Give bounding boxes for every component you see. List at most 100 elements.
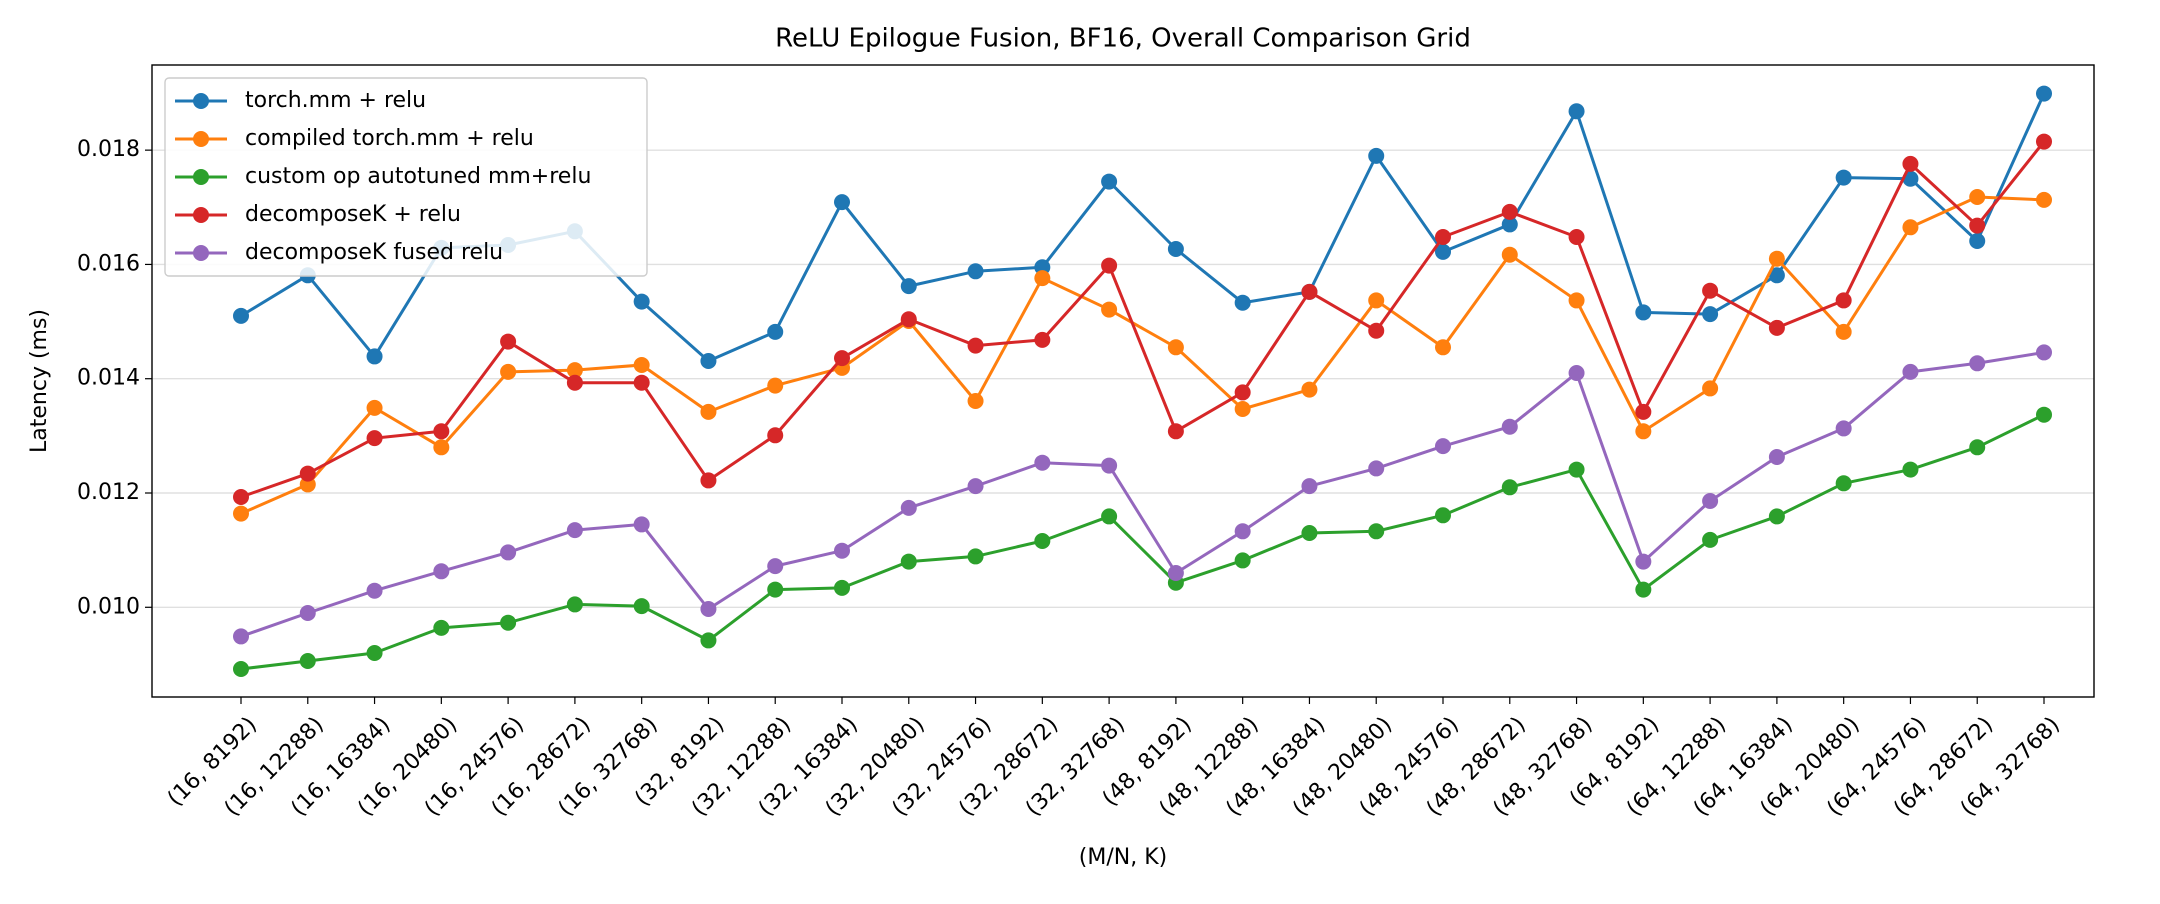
marker	[1435, 339, 1451, 356]
marker	[1702, 493, 1719, 509]
marker	[1368, 292, 1385, 309]
marker	[900, 553, 917, 570]
legend-swatch-marker	[193, 93, 209, 109]
marker	[1234, 401, 1251, 417]
marker	[2036, 133, 2052, 150]
marker	[1902, 461, 1919, 478]
series-line	[240, 350, 2045, 638]
marker	[1101, 257, 1118, 274]
marker	[566, 362, 583, 379]
marker	[233, 307, 249, 324]
marker	[1568, 229, 1585, 245]
marker	[1234, 294, 1251, 311]
y-axis-label: Latency (ms)	[27, 309, 52, 453]
marker	[1768, 449, 1785, 465]
marker	[1635, 403, 1652, 420]
marker	[767, 427, 784, 444]
marker	[2036, 344, 2052, 361]
marker	[767, 581, 784, 598]
marker	[1301, 381, 1318, 398]
marker	[500, 614, 517, 631]
y-tick-label: 0.018	[77, 137, 140, 162]
marker	[1435, 438, 1451, 455]
marker	[1969, 189, 1986, 205]
marker	[1167, 241, 1184, 257]
marker	[1969, 233, 1986, 249]
marker	[1568, 103, 1585, 120]
legend-swatch-marker	[193, 131, 209, 147]
marker	[299, 605, 316, 621]
marker	[900, 311, 917, 328]
marker	[1101, 301, 1118, 318]
series-line	[240, 413, 2045, 671]
marker	[1034, 533, 1051, 549]
marker	[1034, 454, 1051, 471]
marker	[1435, 507, 1451, 524]
marker	[1167, 565, 1184, 581]
marker	[767, 323, 784, 340]
marker	[366, 399, 383, 416]
marker	[1835, 292, 1852, 309]
chart-title: ReLU Epilogue Fusion, BF16, Overall Comp…	[775, 24, 1471, 54]
marker	[834, 542, 850, 559]
marker	[700, 472, 717, 489]
marker	[1501, 216, 1518, 233]
marker	[1301, 283, 1318, 300]
marker	[2036, 85, 2052, 102]
marker	[233, 628, 249, 645]
legend-swatch-marker	[193, 169, 209, 185]
marker	[433, 563, 450, 580]
marker	[1969, 439, 1986, 456]
series-line	[240, 195, 2045, 515]
marker	[1368, 460, 1385, 477]
marker	[1768, 319, 1785, 336]
marker	[1101, 508, 1118, 525]
marker	[633, 516, 650, 533]
marker	[366, 430, 383, 447]
marker	[233, 489, 249, 505]
legend: torch.mm + relu compiled torch.mm + relu c…	[164, 77, 648, 277]
marker	[433, 439, 450, 456]
marker	[366, 645, 383, 661]
marker	[900, 278, 917, 295]
marker	[633, 293, 650, 310]
marker	[1101, 173, 1118, 190]
marker	[1902, 155, 1919, 172]
x-axis-label: (M/N, K)	[1079, 845, 1167, 870]
legend-label: custom op autotuned mm+relu	[245, 164, 591, 189]
marker	[767, 558, 784, 575]
marker	[900, 499, 917, 516]
marker	[1234, 384, 1251, 401]
marker	[1435, 229, 1451, 245]
marker	[1969, 217, 1986, 234]
legend-label: decomposeK + relu	[245, 202, 461, 227]
marker	[366, 348, 383, 365]
marker	[500, 363, 517, 380]
marker	[1368, 147, 1385, 164]
series-line	[240, 140, 2046, 499]
marker	[1167, 339, 1184, 356]
y-tick-label: 0.012	[77, 480, 140, 505]
marker	[1635, 581, 1652, 598]
marker	[566, 596, 583, 613]
marker	[1568, 292, 1585, 309]
marker	[1835, 323, 1852, 340]
marker	[1368, 523, 1385, 540]
marker	[1835, 420, 1852, 437]
marker	[1635, 304, 1652, 321]
marker	[633, 598, 650, 615]
marker	[299, 465, 316, 482]
marker	[1101, 457, 1118, 474]
marker	[967, 548, 984, 565]
marker	[967, 478, 984, 495]
legend-swatch-marker	[193, 245, 209, 261]
y-tick-label: 0.014	[77, 366, 140, 391]
marker	[967, 337, 984, 354]
marker	[500, 333, 517, 350]
marker	[834, 579, 850, 596]
marker	[1501, 418, 1518, 435]
marker	[433, 619, 450, 636]
marker	[967, 393, 984, 409]
marker	[834, 350, 850, 367]
